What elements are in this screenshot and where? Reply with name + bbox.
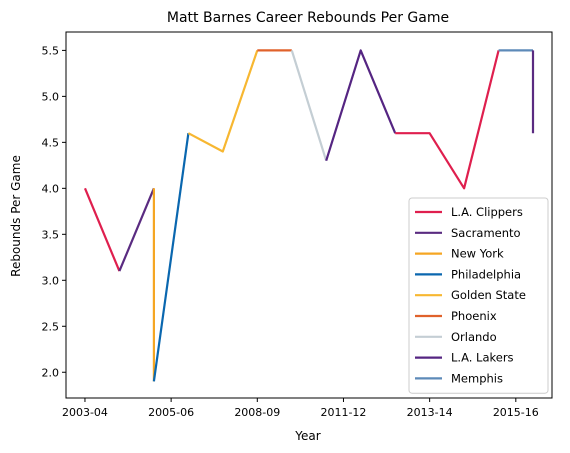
plot-frame	[65, 31, 553, 399]
legend-label: L.A. Clippers	[451, 205, 523, 219]
series-line-sacramento	[118, 187, 155, 272]
chart-title: Matt Barnes Career Rebounds Per Game	[167, 10, 449, 26]
series-line-l-a-clippers	[395, 50, 500, 190]
x-tick-label: 2005-06	[148, 406, 194, 419]
y-axis-label: Rebounds Per Game	[9, 155, 23, 277]
legend-label: Phoenix	[451, 309, 497, 323]
y-tick-label: 5.5	[42, 44, 60, 57]
series-line-golden-state	[187, 50, 259, 153]
legend-label: L.A. Lakers	[451, 351, 514, 365]
legend-label: Philadelphia	[451, 267, 521, 281]
legend-label: Golden State	[451, 288, 526, 302]
legend-label: Sacramento	[451, 226, 521, 240]
y-tick-label: 3.5	[42, 228, 60, 241]
x-tick-label: 2015-16	[493, 406, 539, 419]
y-tick-label: 4.5	[42, 136, 60, 149]
x-tick-label: 2008-09	[234, 406, 280, 419]
legend-box	[408, 197, 549, 394]
y-tick-label: 2.5	[42, 320, 60, 333]
legend-label: Memphis	[451, 371, 503, 385]
x-tick-label: 2013-14	[407, 406, 453, 419]
x-tick-label: 2011-12	[320, 406, 366, 419]
series-line-orlando	[290, 50, 328, 162]
series-line-l-a-lakers	[325, 49, 397, 162]
x-tick-label: 2003-04	[62, 406, 108, 419]
y-tick-label: 4.0	[42, 182, 60, 195]
series-line-l-a-clippers	[83, 187, 121, 272]
legend-label: New York	[451, 247, 504, 261]
y-tick-label: 3.0	[42, 274, 60, 287]
legend-label: Orlando	[451, 330, 497, 344]
y-tick-label: 5.0	[42, 90, 60, 103]
series-line-philadelphia	[152, 133, 190, 382]
x-axis-label: Year	[294, 429, 320, 443]
y-tick-label: 2.0	[42, 366, 60, 379]
